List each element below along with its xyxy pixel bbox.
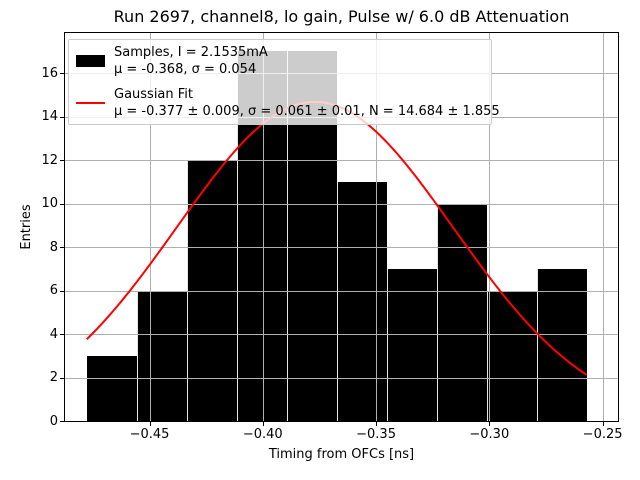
x-tick-label: −0.30 — [469, 427, 510, 442]
y-tick-mark — [60, 334, 64, 336]
legend-samples-swatch — [75, 55, 105, 67]
y-tick-mark — [60, 203, 64, 205]
legend-samples-label: Samples, I = 2.1535mA — [114, 45, 268, 60]
histogram-bar — [536, 268, 587, 421]
x-gridline — [603, 33, 604, 421]
x-tick-mark — [262, 422, 264, 426]
x-tick-mark — [602, 422, 604, 426]
y-tick-label: 4 — [49, 326, 58, 342]
histogram-bar — [336, 181, 387, 421]
histogram-bar — [486, 290, 537, 421]
y-tick-label: 2 — [49, 370, 58, 386]
y-gridline — [65, 334, 618, 335]
y-tick-label: 16 — [41, 65, 58, 81]
y-tick-mark — [60, 421, 64, 422]
y-gridline — [65, 247, 618, 248]
y-tick-mark — [60, 116, 64, 118]
y-gridline — [65, 378, 618, 379]
legend-entry-samples: Samples, I = 2.1535mA μ = -0.368, σ = 0.… — [75, 44, 487, 78]
x-tick-label: −0.25 — [582, 427, 623, 442]
legend: Samples, I = 2.1535mA μ = -0.368, σ = 0.… — [68, 39, 500, 125]
y-tick-label: 6 — [49, 283, 58, 299]
histogram-bar — [186, 160, 237, 421]
chart-title: Run 2697, channel8, lo gain, Pulse w/ 6.… — [113, 7, 570, 26]
legend-samples-stats: μ = -0.368, σ = 0.054 — [114, 62, 257, 77]
y-axis-label: Entries — [19, 204, 34, 250]
x-tick-mark — [149, 422, 151, 426]
legend-entry-gaussian-fit: Gaussian Fit μ = -0.377 ± 0.009, σ = 0.0… — [75, 86, 500, 120]
y-gridline — [65, 204, 618, 205]
y-tick-label: 8 — [49, 239, 58, 255]
x-tick-label: −0.35 — [356, 427, 396, 442]
legend-fit-stats: μ = -0.377 ± 0.009, σ = 0.061 ± 0.01, N … — [114, 104, 500, 119]
legend-fit-label: Gaussian Fit — [114, 87, 194, 102]
y-tick-mark — [60, 290, 64, 292]
x-axis-label: Timing from OFCs [ns] — [268, 447, 415, 462]
y-tick-label: 0 — [49, 413, 58, 429]
y-tick-label: 14 — [41, 109, 58, 125]
x-tick-mark — [376, 422, 378, 426]
y-gridline — [65, 291, 618, 292]
x-tick-mark — [489, 422, 491, 426]
y-gridline — [65, 160, 618, 161]
y-tick-label: 10 — [41, 196, 58, 212]
histogram-bar — [136, 290, 187, 421]
x-gridline — [263, 33, 264, 421]
y-tick-mark — [60, 73, 64, 75]
x-gridline — [150, 33, 151, 421]
x-tick-label: −0.40 — [242, 427, 283, 442]
x-gridline — [489, 33, 490, 421]
histogram-bar — [386, 268, 437, 421]
y-tick-mark — [60, 377, 64, 379]
x-tick-label: −0.45 — [129, 427, 170, 442]
histogram-bar — [86, 355, 137, 421]
y-tick-mark — [60, 160, 64, 162]
y-tick-label: 12 — [41, 152, 58, 168]
legend-gaussian-line-swatch — [75, 102, 105, 104]
y-tick-mark — [60, 247, 64, 249]
x-gridline — [376, 33, 377, 421]
